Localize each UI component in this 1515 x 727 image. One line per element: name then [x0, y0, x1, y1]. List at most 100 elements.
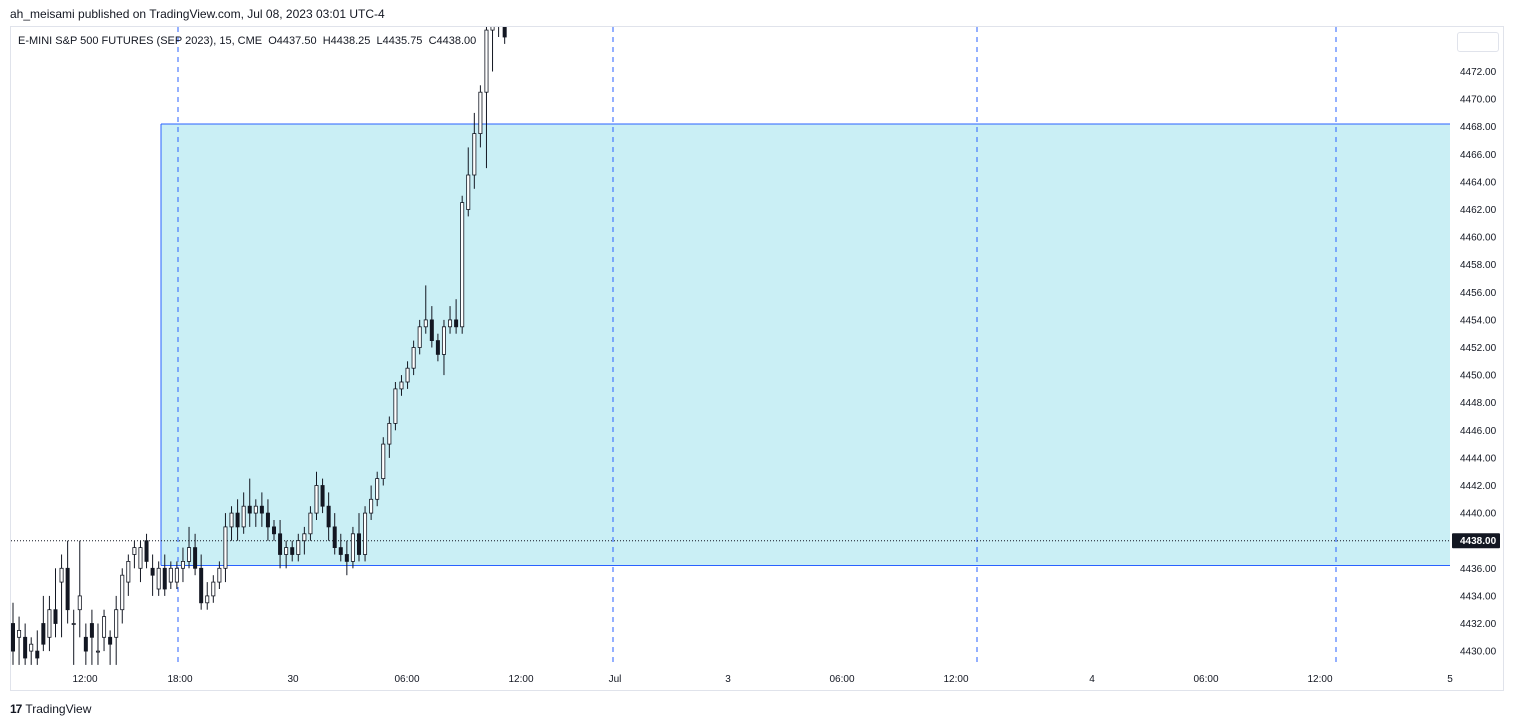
candle-down	[53, 609, 58, 624]
tradingview-logo-icon: 17	[10, 702, 22, 716]
candle-down	[89, 623, 94, 638]
y-tick-label: 4434.00	[1460, 591, 1497, 602]
x-tick-label: 3	[725, 674, 731, 685]
candle-up	[17, 630, 22, 638]
zone-rectangle	[161, 123, 1450, 566]
candle-up	[387, 422, 392, 445]
y-tick-label: 4446.00	[1460, 426, 1497, 437]
candle-down	[35, 650, 40, 659]
candle-up	[314, 485, 319, 514]
candle-up	[472, 133, 477, 176]
x-tick-label: 18:00	[167, 674, 192, 685]
candle-down	[65, 567, 70, 611]
y-tick-label: 4466.00	[1460, 150, 1497, 161]
candle-down	[454, 319, 459, 328]
x-tick-label: 4	[1089, 674, 1095, 685]
candle-down	[332, 526, 337, 549]
chart-frame[interactable]	[10, 26, 1504, 691]
candle-down	[356, 533, 361, 555]
candle-down	[272, 526, 277, 535]
candle-up	[308, 512, 313, 535]
candle-up	[47, 609, 52, 638]
y-tick-label: 4450.00	[1460, 371, 1497, 382]
candle-down	[278, 533, 283, 555]
candle-up	[168, 567, 173, 583]
candle-up	[120, 574, 125, 611]
candle-up	[448, 319, 453, 328]
candle-up	[466, 174, 471, 210]
candle-down	[320, 485, 325, 507]
candle-up	[253, 505, 258, 514]
candle-up	[284, 547, 289, 555]
symbol-legend: E-MINI S&P 500 FUTURES (SEP 2023), 15, C…	[18, 35, 476, 47]
x-tick-label: 30	[287, 674, 299, 685]
y-tick-label: 4452.00	[1460, 343, 1497, 354]
candle-up	[399, 381, 404, 390]
candle-up	[302, 533, 307, 542]
candle-down	[247, 505, 252, 514]
candle-down	[108, 636, 113, 645]
candle-down	[326, 505, 331, 528]
y-tick-label: 4436.00	[1460, 564, 1497, 575]
chart-settings-button[interactable]	[1457, 32, 1499, 52]
candle-up	[114, 609, 119, 638]
candle-down	[290, 547, 295, 555]
candle-down	[344, 554, 349, 562]
candle-up	[29, 643, 34, 652]
y-tick-label: 4462.00	[1460, 205, 1497, 216]
symbol-title: E-MINI S&P 500 FUTURES (SEP 2023), 15, C…	[18, 35, 263, 47]
legend-close: C4438.00	[428, 35, 477, 47]
candle-up	[187, 547, 192, 562]
candle-down	[435, 340, 440, 355]
y-tick-label: 4472.00	[1460, 67, 1497, 78]
candle-down	[265, 512, 270, 528]
candle-up	[77, 595, 82, 611]
x-tick-label: 12:00	[508, 674, 533, 685]
candle-down	[193, 547, 198, 569]
brand-name: TradingView	[25, 702, 92, 716]
candle-up	[217, 567, 222, 583]
candle-up	[369, 498, 374, 514]
candle-down	[338, 547, 343, 555]
candle-up	[417, 326, 422, 348]
candles-group	[11, 16, 507, 665]
candle-up	[138, 547, 143, 569]
x-tick-label: 5	[1447, 674, 1453, 685]
candle-up	[241, 505, 246, 528]
legend-open: O4437.50	[268, 35, 317, 47]
candle-up	[180, 561, 185, 569]
candle-up	[223, 526, 228, 569]
candle-down	[497, 16, 500, 23]
candle-up	[490, 27, 495, 31]
candle-up	[350, 533, 355, 562]
candle-down	[235, 512, 240, 528]
candle-up	[126, 561, 131, 583]
x-tick-label: 12:00	[943, 674, 968, 685]
x-tick-label: Jul	[609, 674, 622, 685]
candle-up	[205, 595, 210, 604]
legend-high: H4438.25	[322, 35, 371, 47]
candle-down	[502, 27, 507, 38]
candle-up	[174, 567, 179, 583]
candle-up	[95, 650, 100, 653]
candle-up	[71, 623, 76, 625]
y-tick-label: 4448.00	[1460, 398, 1497, 409]
y-tick-label: 4444.00	[1460, 453, 1497, 464]
candle-down	[144, 540, 149, 562]
last-price-badge	[1452, 533, 1500, 549]
candle-up	[393, 388, 398, 424]
footer: 17 TradingView	[10, 702, 91, 716]
candle-down	[23, 636, 28, 659]
last-price-label: 4438.00	[1460, 536, 1497, 547]
candle-down	[259, 505, 264, 514]
candle-up	[211, 581, 216, 597]
candle-down	[41, 623, 46, 645]
y-tick-label: 4440.00	[1460, 509, 1497, 520]
candle-up	[102, 616, 107, 638]
candle-up	[423, 319, 428, 328]
y-tick-label: 4468.00	[1460, 122, 1497, 133]
y-tick-label: 4460.00	[1460, 233, 1497, 244]
candle-up	[375, 478, 380, 500]
x-tick-label: 12:00	[1307, 674, 1332, 685]
